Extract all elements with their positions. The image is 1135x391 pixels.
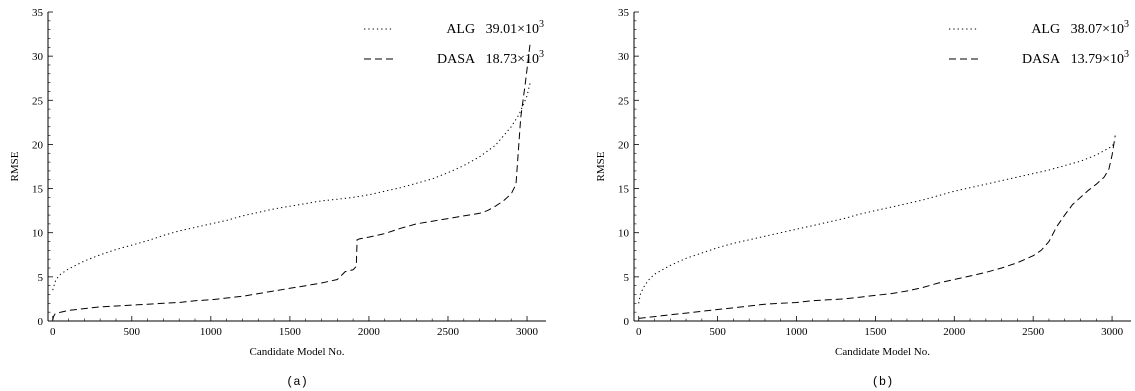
y-tick-label: 0 [38,316,44,328]
x-tick-label: 2500 [1022,326,1045,338]
x-tick-label: 0 [50,326,56,338]
y-tick-label: 25 [32,95,44,107]
legend-exponent: 3 [539,49,544,60]
legend-series-name: DASA [437,52,486,67]
legend-entry-dasa: DASA 18.73×103 [437,49,544,67]
x-tick-label: 1500 [279,326,302,338]
y-tick-label: 30 [618,51,630,63]
legend-exponent: 3 [539,19,544,30]
x-tick-label: 1000 [786,326,809,338]
legend-series-name: ALG [1031,22,1070,37]
legend-value: 13.79×10 [1071,52,1124,67]
legend-series-name: DASA [1022,52,1071,67]
chart-panel-a: 0 500 1000 1500 2000 2500 3000 0 5 10 15 20 25 30 35 Ca… [9,7,546,389]
legend-value: 38.07×10 [1071,22,1124,37]
y-tick-label: 15 [32,184,44,196]
x-tick-label: 500 [124,326,141,338]
y-tick-label: 10 [618,228,630,240]
x-tick-label: 1500 [864,326,887,338]
y-axis-title: RMSE [9,151,21,181]
x-tick-label: 0 [636,326,642,338]
y-tick-label: 20 [618,139,630,151]
x-tick-label: 2500 [437,326,460,338]
x-tick-label: 3000 [1101,326,1124,338]
x-axis-title: Candidate Model No. [835,346,930,358]
y-tick-label: 10 [32,228,44,240]
panel-label: (b) [872,375,894,389]
legend-value: 18.73×10 [486,52,539,67]
legend-exponent: 3 [1124,49,1129,60]
legend-exponent: 3 [1124,19,1129,30]
series-line-alg [52,82,531,291]
y-tick-label: 30 [32,51,44,63]
x-tick-label: 1000 [200,326,223,338]
legend-series-name: ALG [446,22,485,37]
legend-entry-dasa: DASA 13.79×103 [1022,49,1129,67]
x-tick-label: 2000 [943,326,966,338]
x-tick-label: 500 [709,326,726,338]
y-axis-title: RMSE [595,151,607,181]
x-axis-title: Candidate Model No. [249,346,344,358]
y-tick-label: 5 [38,272,44,284]
legend-value: 39.01×10 [486,22,539,37]
series-line-dasa [52,42,531,321]
y-tick-label: 15 [618,184,630,196]
y-tick-label: 5 [624,272,630,284]
x-tick-label: 3000 [516,326,539,338]
panel-label: (a) [286,375,308,389]
y-tick-label: 0 [624,316,630,328]
legend-entry-alg: ALG 38.07×103 [1031,19,1129,37]
y-tick-label: 35 [618,7,630,19]
y-tick-label: 20 [32,139,44,151]
chart-panel-b: 0 500 1000 1500 2000 2500 3000 0 5 10 15 20 25 30 35 Ca… [595,7,1131,389]
series-line-dasa [638,135,1116,319]
y-tick-label: 35 [32,7,44,19]
y-tick-label: 25 [618,95,630,107]
series-line-alg [638,141,1116,304]
legend-entry-alg: ALG 39.01×103 [446,19,544,37]
x-tick-label: 2000 [358,326,381,338]
